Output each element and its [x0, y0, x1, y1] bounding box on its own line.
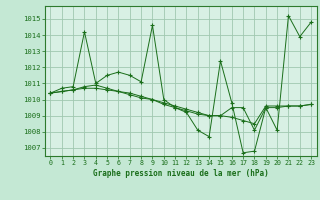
- X-axis label: Graphe pression niveau de la mer (hPa): Graphe pression niveau de la mer (hPa): [93, 169, 269, 178]
